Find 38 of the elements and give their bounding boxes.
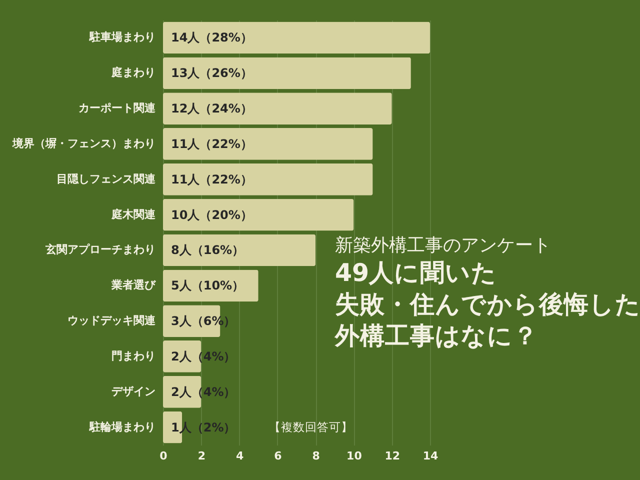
data-label: 13人（26%）	[171, 66, 252, 80]
y-tick-label: カーポート関連	[78, 102, 156, 115]
bar	[163, 92, 392, 124]
annotation: 【複数回答可】	[269, 420, 353, 434]
bar	[163, 128, 373, 160]
x-tick-label: 12	[384, 450, 400, 462]
x-tick-label: 6	[274, 450, 282, 462]
x-tick-label: 2	[198, 450, 206, 462]
x-tick-label: 10	[346, 450, 362, 462]
y-tick-label: 駐輪場まわり	[88, 420, 156, 434]
x-tick-label: 8	[312, 450, 320, 462]
data-label: 11人（22%）	[171, 136, 252, 151]
bar	[163, 163, 373, 196]
y-tick-label: デザイン	[112, 384, 156, 398]
x-tick-label: 14	[422, 450, 438, 462]
y-tick-label: 門まわり	[112, 349, 156, 362]
y-tick-label: 庭木関連	[110, 208, 156, 221]
bar	[163, 198, 354, 231]
data-label: 11人（22%）	[171, 172, 252, 186]
data-label: 10人（20%）	[171, 208, 252, 222]
y-tick-label: ウッドデッキ関連	[68, 314, 156, 328]
data-label: 12人（24%）	[171, 102, 252, 116]
y-tick-label: 玄関アプローチまわり	[44, 243, 156, 256]
text: 49人に聞いた失敗・住んでから後悔した外構工事はなに？	[334, 258, 640, 350]
data-label: 14人（28%）	[171, 30, 252, 45]
data-label: 8人（16%）	[171, 243, 244, 258]
bar	[163, 57, 411, 90]
bar	[163, 22, 430, 54]
bar	[163, 234, 316, 266]
y-tick-label: 目隠しフェンス関連	[56, 172, 156, 186]
x-tick-label: 0	[160, 450, 168, 462]
y-tick-label: 業者選び	[110, 278, 156, 292]
text: 新築外構工事のアンケート	[335, 235, 551, 256]
data-label: 5人（10%）	[171, 278, 244, 293]
y-tick-label: 境界（塀・フェンス）まわり	[12, 136, 156, 150]
x-tick-label: 4	[236, 450, 244, 462]
y-tick-label: 駐車場まわり	[88, 30, 156, 44]
y-tick-label: 庭まわり	[110, 66, 156, 80]
